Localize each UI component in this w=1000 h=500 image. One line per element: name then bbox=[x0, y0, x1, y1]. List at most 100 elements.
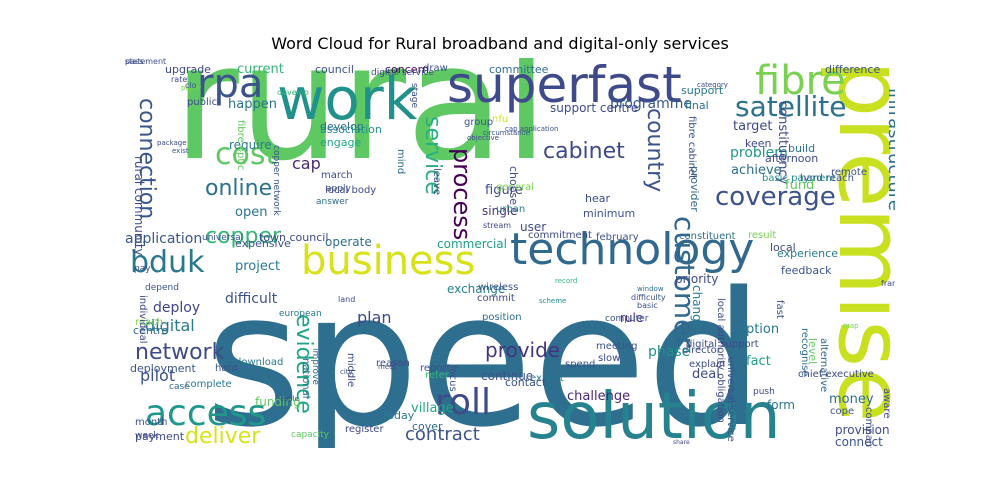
word-upgrade: upgrade bbox=[165, 63, 211, 76]
word-change: change bbox=[690, 285, 704, 330]
word-work: work bbox=[277, 65, 418, 133]
word-pay: pay bbox=[134, 264, 151, 274]
word-answer: answer bbox=[316, 197, 349, 207]
word-map: map bbox=[843, 322, 859, 330]
word-pilot: pilot bbox=[140, 366, 176, 385]
word-form: form bbox=[767, 398, 795, 412]
word-wireless: wireless bbox=[478, 282, 519, 293]
word-project: project bbox=[235, 259, 281, 274]
word-fund: fund bbox=[785, 178, 815, 193]
word-expect: expect bbox=[530, 373, 564, 384]
word-week: week bbox=[135, 431, 159, 441]
word-country: country bbox=[642, 108, 667, 193]
word-national: national bbox=[300, 358, 311, 399]
word-position: position bbox=[482, 312, 522, 323]
word-challenge: challenge bbox=[567, 389, 631, 404]
word-alternative: alternative bbox=[818, 338, 829, 393]
word-solution: solution bbox=[527, 380, 781, 448]
word-feedback: feedback bbox=[781, 264, 832, 277]
word-european: european bbox=[279, 309, 322, 319]
word-roll: roll bbox=[435, 382, 492, 423]
word-support-centre: support centre bbox=[550, 101, 639, 115]
word-support: support bbox=[681, 84, 724, 97]
word-deploy: deploy bbox=[153, 300, 201, 316]
word-difficulty: difficulty bbox=[631, 293, 666, 302]
word-register: register bbox=[345, 424, 384, 435]
word-reach: reach bbox=[135, 317, 164, 328]
word-payment: payment bbox=[135, 430, 185, 443]
word-satellite: satellite bbox=[735, 90, 847, 123]
word-group: group bbox=[464, 117, 494, 128]
word-fibre-cabinet: fibre cabinet bbox=[686, 116, 697, 180]
word-develop: develop bbox=[320, 120, 364, 133]
word-fast: fast bbox=[774, 300, 785, 319]
word-keen: keen bbox=[745, 137, 772, 150]
word-online: online bbox=[205, 176, 273, 201]
word-provide: provide bbox=[485, 338, 561, 362]
word-february: february bbox=[596, 232, 639, 243]
word-network: network bbox=[135, 340, 225, 365]
word-centre: centre bbox=[133, 324, 169, 337]
word-window: window bbox=[637, 285, 664, 293]
word-local-body: local body bbox=[325, 185, 377, 196]
word-exchange: exchange bbox=[447, 282, 506, 296]
word-bduk: bduk bbox=[130, 245, 205, 280]
word-hard: hard bbox=[215, 363, 238, 374]
word-aware: aware bbox=[881, 388, 892, 419]
word-cover: cover bbox=[412, 420, 443, 433]
word-record: record bbox=[555, 277, 578, 285]
word-stream: stream bbox=[483, 221, 512, 230]
word-scheme: scheme bbox=[539, 297, 567, 305]
word-mind: mind bbox=[395, 149, 406, 175]
word-provision: provision bbox=[835, 423, 890, 437]
word-develop: develop bbox=[277, 88, 309, 97]
word-commercial: commercial bbox=[437, 237, 507, 251]
word-download: download bbox=[235, 357, 284, 368]
word-local-authority-obligation: local authority obligation bbox=[715, 298, 726, 423]
word-cap-application: cap application bbox=[505, 125, 559, 133]
word-result: result bbox=[748, 230, 777, 241]
word-constituent: constituent bbox=[679, 231, 736, 242]
word-meeting: meeting bbox=[596, 341, 638, 352]
word-framework: framework bbox=[881, 279, 895, 288]
word-achieve: achieve bbox=[731, 163, 782, 178]
word-statement: statement bbox=[125, 58, 167, 66]
word-afternoon: afternoon bbox=[765, 152, 819, 165]
word-level: level bbox=[806, 338, 819, 365]
word-minimum: minimum bbox=[583, 207, 636, 220]
word-technology: technology bbox=[510, 224, 755, 275]
word-public: public bbox=[187, 97, 218, 108]
word-committee: committee bbox=[489, 63, 549, 76]
word-director: director bbox=[682, 345, 721, 356]
word-complete: complete bbox=[185, 379, 232, 390]
word-computer: computer bbox=[605, 314, 649, 324]
word-leave: leave bbox=[431, 168, 442, 196]
word-problem: problem bbox=[730, 145, 788, 161]
word-difference: difference bbox=[825, 63, 881, 76]
word-coverage: coverage bbox=[715, 182, 836, 212]
word-local: local bbox=[770, 241, 796, 254]
word-association: association bbox=[320, 123, 382, 136]
word-today: today bbox=[383, 409, 415, 422]
word-superfast: superfast bbox=[447, 58, 682, 114]
word-plan: plan bbox=[357, 308, 392, 327]
word-individual: individual bbox=[137, 295, 148, 344]
word-spend: spend bbox=[565, 359, 596, 370]
word-pass: pass bbox=[125, 58, 144, 66]
word-operate: operate bbox=[325, 235, 372, 249]
word-rpa: rpa bbox=[197, 61, 264, 107]
word-village: village bbox=[411, 401, 454, 416]
word-share: share bbox=[673, 439, 690, 446]
word-capacity: capacity bbox=[291, 430, 329, 440]
word-concern: concern bbox=[385, 63, 429, 76]
word-urban: urban bbox=[496, 204, 526, 215]
word-difficult: difficult bbox=[225, 291, 278, 307]
word-infrastructure: infrastructure bbox=[884, 88, 895, 211]
word-category: category bbox=[697, 81, 728, 89]
word-hard-reach: hard reach bbox=[800, 173, 854, 184]
word-paper: paper bbox=[181, 84, 202, 92]
word-phase: phase bbox=[648, 344, 691, 360]
word-basic: basic bbox=[637, 301, 658, 310]
word-money: money bbox=[829, 392, 874, 407]
word-engage: engage bbox=[320, 136, 362, 149]
